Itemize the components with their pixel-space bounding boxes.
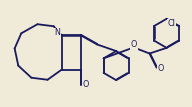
Text: N: N: [54, 28, 60, 37]
Text: O: O: [131, 40, 137, 49]
Text: O: O: [82, 80, 89, 89]
Text: Cl: Cl: [168, 19, 175, 28]
Text: O: O: [158, 64, 164, 73]
